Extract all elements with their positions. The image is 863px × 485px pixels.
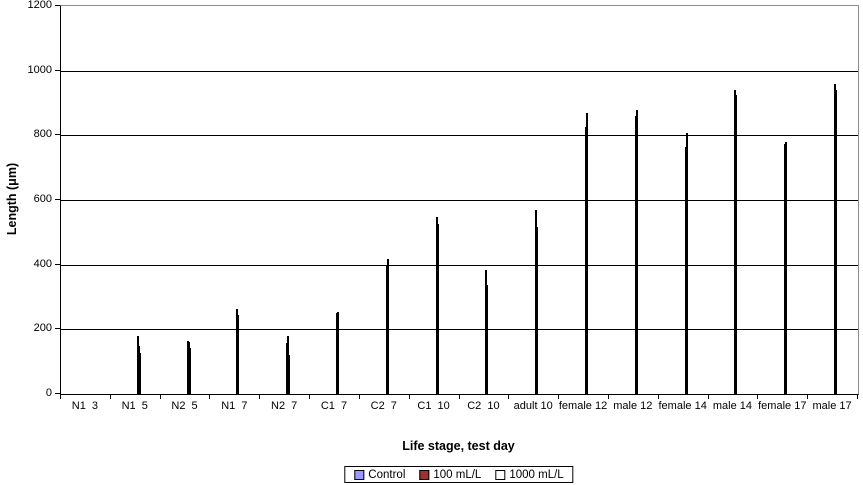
- bar-group-n1-7: [210, 6, 291, 394]
- legend-swatch-control: [354, 469, 365, 480]
- bar-group-male-14: [709, 6, 788, 394]
- x-tick-label-c1-10: C1 10: [417, 400, 450, 412]
- x-tick-label-female-14: female 14: [658, 400, 707, 412]
- x-tick-mark: [159, 394, 161, 399]
- plot-area: [60, 5, 859, 395]
- x-tick-label-n1-5: N1 5: [121, 400, 148, 412]
- legend-item-100-ml-l: 100 mL/L: [419, 469, 481, 481]
- x-tick-mark: [60, 394, 61, 399]
- x-tick-labels: N1 3 N1 5 N2 5 N1 7 N2 7 C1 7 C2 7 C1 10 C2 10 ad…: [60, 400, 857, 413]
- bar-1000-ml-l-n1-5: [188, 348, 191, 394]
- bar-group-adult-10: [509, 6, 589, 394]
- bar-group-n1-5: [111, 6, 191, 394]
- bar-100-ml-l-male-14: [785, 142, 788, 394]
- y-tick-label-800: 800: [33, 128, 52, 141]
- bar-group-c1-10: [410, 6, 489, 394]
- gridline-400: [61, 264, 858, 266]
- x-tick-mark: [259, 394, 261, 399]
- x-tick-mark: [458, 394, 460, 399]
- y-tick-mark: [55, 328, 60, 330]
- bar-group-c1-7: [310, 6, 389, 394]
- bar-100-ml-l-c1-10: [486, 285, 489, 394]
- legend-label-100-ml-l: 100 mL/L: [433, 468, 482, 481]
- legend: Control 100 mL/L 1000 mL/L: [344, 466, 574, 483]
- x-tick-label-n2-7: N2 7: [271, 400, 298, 412]
- bar-100-ml-l-c1-7: [386, 259, 389, 394]
- legend-label-control: Control: [368, 468, 406, 481]
- x-tick-mark: [657, 394, 659, 399]
- y-tick-mark: [55, 199, 60, 200]
- bar-100-ml-l-female-14: [735, 95, 738, 394]
- gridline-800: [61, 135, 858, 137]
- y-tick-label-1000: 1000: [27, 63, 52, 76]
- x-tick-label-n2-5: N2 5: [171, 400, 198, 412]
- bar-group-n2-5: [161, 6, 240, 394]
- x-tick-mark: [757, 394, 759, 399]
- x-tick-label-n1-3: N1 3: [71, 400, 99, 412]
- x-tick-mark: [607, 394, 609, 399]
- x-tick-mark: [309, 394, 311, 399]
- x-tick-label-adult-10: adult 10: [513, 400, 553, 412]
- bar-group-c2-7: [360, 6, 439, 394]
- x-tick-mark: [807, 394, 809, 399]
- bar-1000-ml-l-n1-3: [138, 353, 141, 394]
- x-tick-label-female-12: female 12: [558, 400, 608, 412]
- x-tick-label-male-14: male 14: [712, 400, 753, 412]
- x-tick-label-male-17: male 17: [812, 400, 852, 412]
- bar-group-female-12: [559, 6, 638, 394]
- gridline-1000: [61, 70, 858, 72]
- y-tick-label-200: 200: [33, 322, 52, 335]
- bar-group-n2-7: [260, 6, 339, 394]
- x-tick-label-male-12: male 12: [613, 400, 653, 412]
- y-tick-label-400: 400: [33, 257, 52, 270]
- bar-group-c2-10: [460, 6, 539, 394]
- bar-group-female-17: [758, 6, 838, 394]
- bar-100-ml-l-adult-10: [586, 113, 589, 394]
- y-tick-mark: [55, 69, 60, 71]
- y-tick-label-600: 600: [33, 193, 52, 205]
- x-tick-mark: [109, 394, 111, 399]
- gridline-600: [61, 200, 858, 201]
- bar-100-ml-l-male-12: [685, 133, 688, 394]
- x-tick-mark: [209, 394, 211, 399]
- y-tick-label-1200: 1200: [27, 0, 52, 11]
- x-tick-label-female-17: female 17: [758, 400, 807, 412]
- x-tick-label-c2-10: C2 10: [467, 400, 500, 412]
- x-tick-mark: [707, 394, 709, 399]
- legend-item-control: Control: [354, 469, 405, 481]
- y-tick-label-0: 0: [45, 387, 52, 399]
- legend-swatch-100-ml-l: [419, 469, 430, 480]
- x-tick-label-c1-7: C1 7: [320, 400, 348, 412]
- bar-100-ml-l-female-12: [635, 110, 638, 394]
- legend-swatch-1000-ml-l: [495, 469, 506, 480]
- bar-100-ml-l-c2-10: [536, 227, 539, 394]
- bar-100-ml-l-n2-7: [336, 312, 339, 394]
- x-tick-mark: [408, 394, 410, 399]
- bar-group-n1-3: [61, 6, 141, 394]
- gridline-200: [61, 329, 858, 331]
- legend-label-1000-ml-l: 1000 mL/L: [509, 468, 564, 481]
- y-tick-mark: [55, 134, 60, 136]
- bar-group-male-12: [609, 6, 688, 394]
- y-tick-mark: [55, 263, 60, 265]
- bar-group-female-14: [659, 6, 738, 394]
- x-tick-label-n1-7: N1 7: [221, 400, 248, 412]
- bar-100-ml-l-n2-5: [237, 315, 240, 394]
- bar-100-ml-l-female-17: [835, 90, 838, 394]
- bar-100-ml-l-c2-7: [436, 224, 439, 394]
- legend-item-1000-ml-l: 1000 mL/L: [495, 468, 564, 481]
- bar-group-male-17: [808, 6, 863, 394]
- x-tick-mark: [857, 394, 858, 399]
- y-tick-mark: [55, 393, 60, 394]
- x-axis-title: Life stage, test day: [402, 439, 515, 453]
- x-tick-mark: [558, 394, 560, 399]
- x-tick-label-c2-7: C2 7: [370, 400, 397, 412]
- y-tick-mark: [55, 5, 60, 6]
- x-tick-mark: [508, 394, 510, 399]
- x-tick-mark: [358, 394, 360, 399]
- bar-1000-ml-l-n1-7: [288, 355, 291, 394]
